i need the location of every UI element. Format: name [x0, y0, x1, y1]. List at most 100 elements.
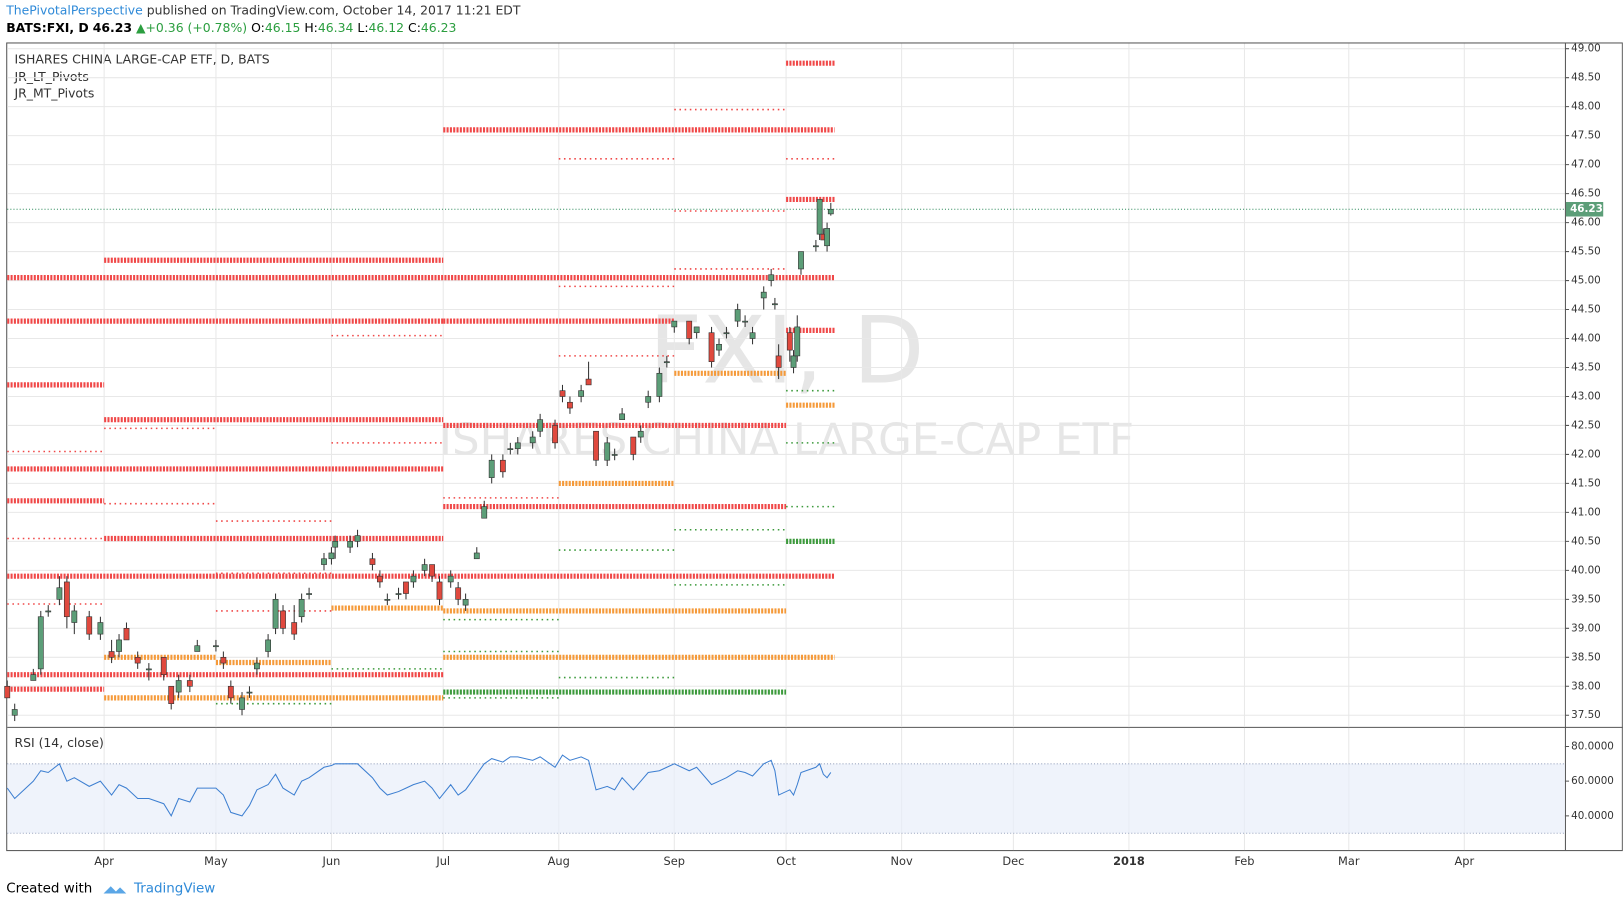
last-price-label: 46.23	[1570, 203, 1603, 215]
candle-body	[567, 401, 573, 409]
y-tick-label: 37.50	[1571, 709, 1601, 721]
candle-body	[671, 320, 678, 328]
candle-body	[473, 552, 480, 560]
candle-body	[723, 332, 730, 335]
candle-body	[30, 674, 37, 681]
y-tick-label: 44.00	[1571, 333, 1601, 345]
x-tick-label: Nov	[891, 854, 913, 868]
candle-body	[220, 656, 227, 664]
candle-body	[429, 564, 435, 577]
candle-body	[168, 685, 175, 704]
watermark-symbol: FXI, D	[649, 297, 925, 405]
candle-body	[354, 535, 361, 542]
publish-line: ThePivotalPerspective published on Tradi…	[6, 3, 520, 17]
candle-body	[455, 587, 462, 600]
y-tick-label: 38.50	[1571, 651, 1601, 663]
y-tick-label: 43.00	[1571, 390, 1601, 402]
low: 46.12	[368, 20, 405, 36]
o-label: O:	[251, 20, 265, 36]
candle-body	[376, 575, 383, 583]
candle-body	[619, 413, 626, 420]
candle-body	[529, 436, 536, 444]
candle-body	[604, 442, 611, 461]
rsi-line	[6, 754, 832, 817]
candle-body	[254, 662, 260, 670]
close: 46.23	[420, 20, 457, 36]
candle-body	[97, 622, 104, 635]
rsi-band	[7, 763, 1565, 834]
candle-body	[708, 332, 715, 363]
candle-body	[265, 639, 271, 652]
indicator-label: JR_MT_Pivots	[13, 86, 94, 101]
change: +0.36 (+0.78%)	[145, 20, 248, 36]
x-tick-label: Jul	[435, 854, 450, 868]
x-tick-label: 2018	[1113, 854, 1145, 868]
candle-body	[768, 274, 775, 281]
candle-body	[306, 593, 312, 595]
candle-body	[790, 355, 797, 368]
candle-body	[488, 459, 495, 478]
candle-body	[160, 656, 167, 675]
candle-body	[246, 691, 253, 694]
candle-body	[37, 616, 44, 670]
candle-body	[421, 564, 428, 571]
last-price-box	[1565, 202, 1604, 217]
y-tick-label: 39.00	[1571, 622, 1601, 634]
rsi-tick-label: 80.0000	[1571, 740, 1614, 752]
published: published on TradingView.com, October 14…	[146, 3, 521, 18]
candle-body	[514, 442, 521, 449]
candle-body	[499, 459, 506, 473]
candle-body	[507, 448, 514, 450]
x-tick-label: Dec	[1002, 854, 1024, 868]
quote-line: BATS:FXI, D 46.23 ▲+0.36 (+0.78%) O: 46.1…	[6, 21, 456, 35]
candle-body	[537, 419, 544, 432]
footer: Created with TradingView	[6, 881, 215, 897]
y-tick-label: 39.50	[1571, 593, 1601, 605]
candle-body	[298, 599, 305, 618]
x-tick-label: Aug	[548, 854, 570, 868]
y-tick-label: 44.50	[1571, 304, 1601, 316]
up-arrow: ▲	[135, 20, 146, 36]
x-tick-label: Apr	[1454, 854, 1474, 868]
y-tick-label: 45.00	[1571, 275, 1601, 287]
candle-body	[410, 575, 417, 583]
high: 46.34	[317, 20, 354, 36]
candle-body	[213, 645, 219, 648]
candle-body	[63, 581, 70, 618]
candle-body	[403, 581, 409, 594]
candle-body	[123, 628, 130, 641]
candle-body	[734, 309, 741, 322]
y-tick-label: 49.00	[1571, 43, 1601, 55]
candle-body	[227, 685, 234, 699]
candle-body	[637, 430, 644, 438]
candle-body	[4, 685, 11, 699]
x-tick-label: Sep	[664, 854, 685, 868]
author[interactable]: ThePivotalPerspective	[6, 3, 143, 18]
candle-body	[794, 326, 801, 357]
x-tick-label: Oct	[776, 854, 796, 868]
symbol: BATS:FXI, D	[6, 20, 89, 36]
candle-body	[280, 610, 286, 629]
candle-body	[332, 541, 339, 548]
logo	[103, 885, 127, 894]
candle-body	[186, 680, 193, 687]
candle-body	[328, 552, 335, 560]
candle-body	[760, 291, 767, 299]
h-label: H:	[304, 20, 318, 36]
y-tick-label: 42.00	[1571, 448, 1601, 460]
candle-body	[663, 361, 670, 364]
candle-body	[347, 541, 353, 548]
rsi-tick-label: 60.0000	[1571, 775, 1614, 787]
candle-body	[827, 208, 834, 215]
candle-body	[11, 709, 18, 716]
y-tick-label: 48.50	[1571, 72, 1601, 84]
y-tick-label: 40.00	[1571, 564, 1601, 576]
candle-body	[384, 599, 391, 601]
candle-body	[45, 610, 52, 613]
candle-body	[145, 668, 152, 671]
brand[interactable]: TradingView	[133, 881, 216, 897]
candle-body	[798, 251, 804, 270]
candle-body	[175, 680, 182, 693]
